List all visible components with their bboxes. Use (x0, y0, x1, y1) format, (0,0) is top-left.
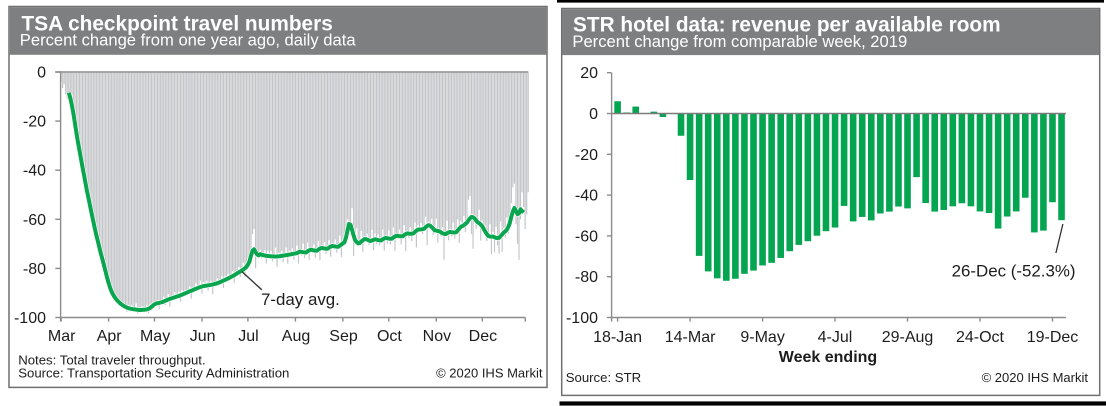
svg-text:Source: STR: Source: STR (566, 370, 642, 385)
svg-text:24-Oct: 24-Oct (956, 329, 1005, 346)
svg-text:Percent change from comparable: Percent change from comparable week, 201… (572, 32, 907, 51)
svg-text:-20: -20 (23, 114, 46, 131)
svg-text:-20: -20 (575, 147, 598, 164)
svg-text:Week ending: Week ending (779, 349, 877, 366)
svg-text:Mar: Mar (48, 328, 76, 345)
svg-text:Sep: Sep (329, 328, 358, 345)
svg-text:May: May (140, 328, 170, 345)
svg-text:-80: -80 (23, 261, 46, 278)
svg-text:-60: -60 (23, 212, 46, 229)
svg-text:7-day avg.: 7-day avg. (261, 290, 340, 309)
svg-text:9-May: 9-May (740, 329, 784, 346)
svg-text:© 2020 IHS Markit: © 2020 IHS Markit (436, 366, 543, 381)
svg-text:19-Dec: 19-Dec (1027, 329, 1079, 346)
svg-text:Apr: Apr (97, 328, 123, 345)
svg-text:TSA checkpoint travel numbers: TSA checkpoint travel numbers (22, 13, 333, 36)
svg-text:Aug: Aug (282, 328, 310, 345)
svg-text:-100: -100 (14, 310, 46, 327)
svg-text:0: 0 (37, 65, 46, 82)
svg-text:-80: -80 (575, 269, 598, 286)
svg-text:Jul: Jul (238, 328, 258, 345)
svg-text:STR hotel data: revenue per av: STR hotel data: revenue per available ro… (573, 13, 1001, 36)
svg-text:-40: -40 (23, 163, 46, 180)
svg-text:Notes: Total traveler throughp: Notes: Total traveler throughput. (18, 352, 205, 367)
svg-text:4-Jul: 4-Jul (818, 329, 853, 346)
svg-text:-100: -100 (566, 310, 598, 327)
svg-text:Oct: Oct (377, 328, 402, 345)
svg-text:-40: -40 (575, 188, 598, 205)
svg-text:18-Jan: 18-Jan (593, 329, 642, 346)
svg-text:0: 0 (589, 106, 598, 123)
svg-text:Nov: Nov (423, 328, 451, 345)
svg-text:29-Aug: 29-Aug (882, 329, 934, 346)
svg-text:Jun: Jun (190, 328, 216, 345)
svg-text:© 2020 IHS Markit: © 2020 IHS Markit (982, 370, 1089, 385)
svg-text:-60: -60 (575, 228, 598, 245)
svg-text:26-Dec (-52.3%): 26-Dec (-52.3%) (952, 262, 1076, 281)
svg-text:Percent change from one year a: Percent change from one year ago, daily … (20, 30, 357, 49)
svg-text:14-Mar: 14-Mar (665, 329, 716, 346)
svg-text:Source: Transportation Securit: Source: Transportation Security Administ… (18, 366, 289, 381)
svg-text:Dec: Dec (469, 328, 497, 345)
svg-text:20: 20 (580, 65, 598, 82)
